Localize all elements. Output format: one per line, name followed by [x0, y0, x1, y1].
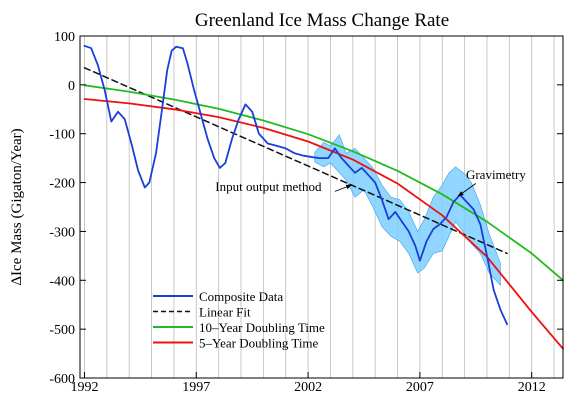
y-tick-label: -600 [49, 372, 75, 387]
x-tick-label: 2012 [518, 380, 546, 395]
plot-frame [79, 35, 564, 379]
y-tick-label: -300 [49, 225, 75, 240]
x-tick-label: 2007 [406, 380, 434, 395]
y-axis-label: ΔIce Mass (Gigaton/Year) [9, 128, 25, 285]
legend-label-0: Composite Data [199, 289, 283, 304]
gravimetry-band-layer [314, 134, 501, 286]
plot-area [80, 36, 563, 378]
legend-label-1: Linear Fit [199, 305, 251, 320]
axes-layer [79, 35, 564, 379]
y-tick-label: 0 [68, 79, 75, 94]
annotation-arrowhead-1 [457, 191, 464, 197]
annotation-arrowhead-0 [345, 184, 352, 190]
y-tick-label: -400 [49, 274, 75, 289]
annotation-label-1: Gravimetry [466, 167, 526, 182]
y-tick-label: -500 [49, 323, 75, 338]
series-layer [83, 44, 564, 350]
series-line-2 [83, 84, 564, 282]
x-tick-label: 1992 [70, 380, 98, 395]
x-tick-label: 1997 [182, 380, 210, 395]
legend-label-3: 5–Year Doubling Time [199, 336, 319, 351]
y-tick-label: -200 [49, 177, 75, 192]
legend-label-2: 10–Year Doubling Time [199, 320, 325, 335]
series-line-3 [83, 98, 564, 350]
plot-background [80, 36, 563, 378]
gravimetry-band [314, 134, 501, 286]
annotations-layer: Input output method Gravimetry [215, 167, 526, 197]
y-tick-label: 100 [54, 30, 75, 45]
chart-title: Greenland Ice Mass Change Rate [195, 10, 449, 31]
series-line-0 [83, 44, 509, 326]
series-line-1 [83, 67, 508, 255]
annotation-label-0: Input output method [215, 179, 322, 194]
y-tick-label: -100 [49, 128, 75, 143]
x-tick-label: 2002 [294, 380, 322, 395]
